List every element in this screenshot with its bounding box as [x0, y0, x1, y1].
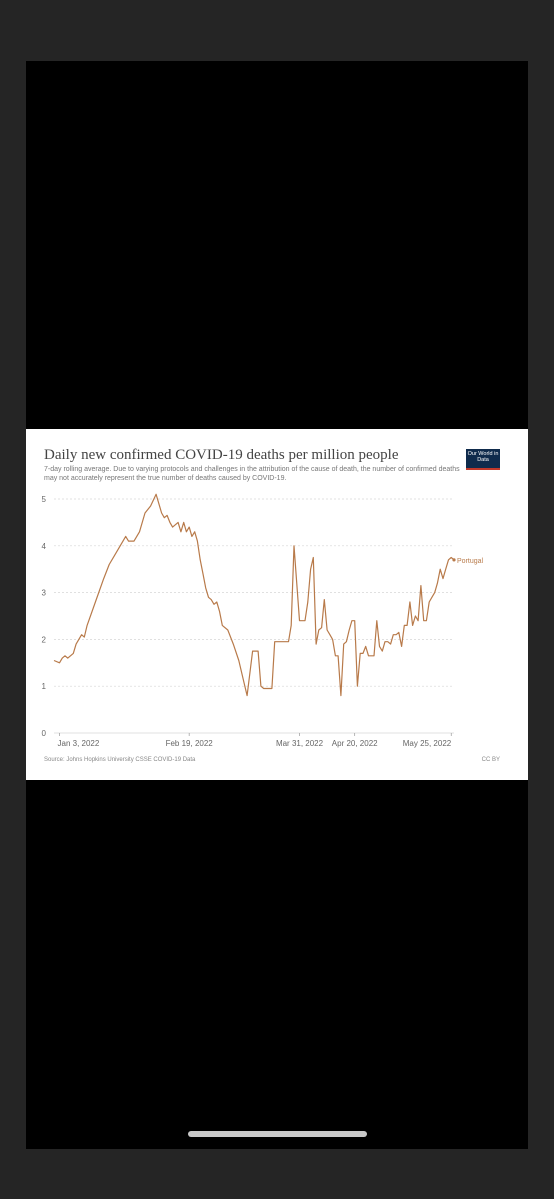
owid-logo[interactable]: Our World in Data — [466, 449, 500, 470]
series-label: Portugal — [457, 558, 484, 565]
x-tick-label: Mar 31, 2022 — [276, 739, 324, 748]
x-tick-label: Feb 19, 2022 — [166, 739, 214, 748]
line-chart: 0 1 2 3 4 5 Jan 3, 2022 Feb 19, 2022 Mar 31, 202… — [42, 493, 484, 748]
y-tick-label: 3 — [42, 589, 47, 598]
y-tick-label: 0 — [42, 729, 47, 738]
series-end-dot — [452, 558, 456, 562]
y-tick-label: 1 — [42, 682, 47, 691]
x-tick-label: Apr 20, 2022 — [332, 739, 378, 748]
x-tick-label: May 25, 2022 — [403, 739, 452, 748]
series-line-portugal — [53, 493, 455, 697]
x-tick-label: Jan 3, 2022 — [58, 739, 100, 748]
y-tick-label: 2 — [42, 635, 47, 644]
license-link[interactable]: CC BY — [481, 757, 500, 763]
y-tick-label: 5 — [42, 495, 47, 504]
chart-card: Daily new confirmed COVID-19 deaths per … — [26, 429, 528, 780]
chart-title: Daily new confirmed COVID-19 deaths per … — [44, 447, 399, 463]
source-note[interactable]: Source: Johns Hopkins University CSSE CO… — [44, 757, 196, 763]
y-tick-label: 4 — [42, 542, 47, 551]
home-indicator[interactable] — [188, 1131, 367, 1137]
chart-subtitle: 7-day rolling average. Due to varying pr… — [44, 466, 460, 482]
